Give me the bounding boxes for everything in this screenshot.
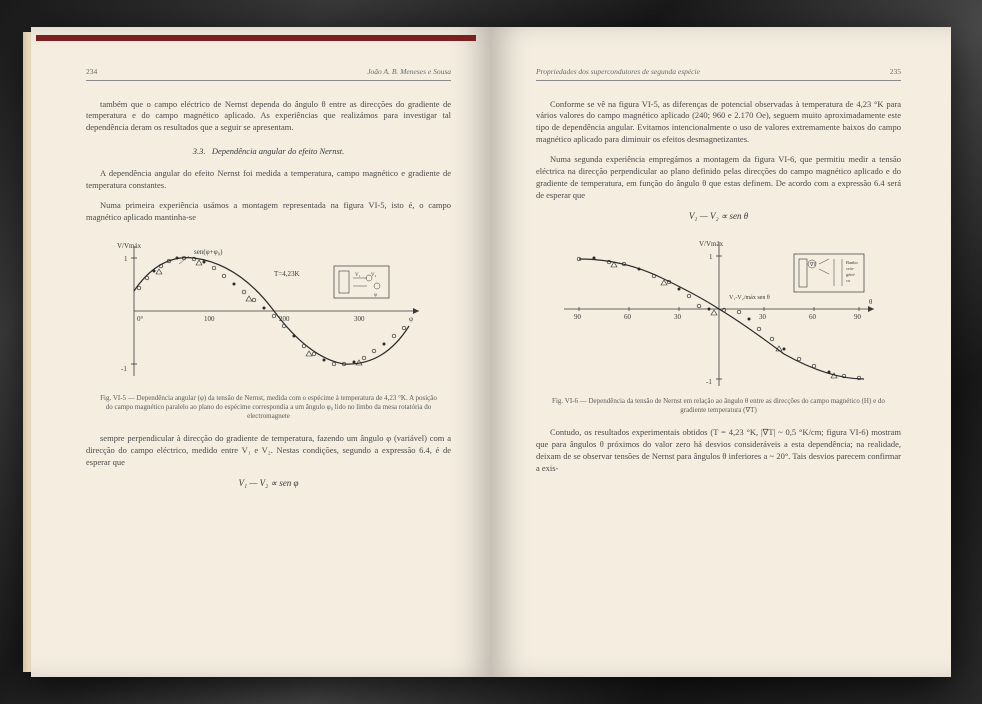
x-axis-label: φ bbox=[409, 315, 413, 323]
ytick2-1: 1 bbox=[709, 253, 713, 261]
xtick-p90: 90 bbox=[854, 313, 862, 321]
chart-vi-6-svg: V/Vmáx 1 -1 90 60 30 30 60 90 θ bbox=[554, 234, 884, 394]
figure-vi-5: V/Vmáx 1 -1 0° 100 200 300 φ sen(φ+φ₀) bbox=[86, 236, 451, 421]
xtick-n90: 90 bbox=[574, 313, 582, 321]
curve-label: sen(φ+φ₀) bbox=[194, 248, 223, 256]
x2-axis-label: θ bbox=[869, 298, 873, 306]
ytick-neg1: -1 bbox=[121, 365, 127, 373]
svg-text:∇T: ∇T bbox=[809, 262, 816, 268]
inset-diagram: V₁ V₂ φ bbox=[334, 266, 389, 298]
svg-text:V₁: V₁ bbox=[355, 273, 361, 278]
xtick-300: 300 bbox=[354, 315, 365, 323]
chart-y-label: V/Vmáx bbox=[117, 242, 142, 250]
xtick-p30: 30 bbox=[759, 313, 767, 321]
chart2-y-label: V/Vmáx bbox=[699, 240, 724, 248]
sine-curve-2 bbox=[579, 259, 864, 379]
spine-red-trim bbox=[36, 35, 476, 41]
left-page-header: 234 João A. B. Meneses e Sousa bbox=[86, 67, 451, 81]
figure-vi-6: V/Vmáx 1 -1 90 60 30 30 60 90 θ bbox=[536, 234, 901, 415]
left-para-4: sempre perpendicular à direcção do gradi… bbox=[86, 433, 451, 469]
xtick-0: 0° bbox=[137, 315, 144, 323]
right-para-2: Numa segunda experiência empregámos a mo… bbox=[536, 154, 901, 202]
svg-text:géni-: géni- bbox=[846, 272, 856, 277]
xtick-100: 100 bbox=[204, 315, 215, 323]
xtick-n30: 30 bbox=[674, 313, 682, 321]
section-title-text: Dependência angular do efeito Nernst. bbox=[212, 146, 344, 156]
svg-text:Banho: Banho bbox=[846, 260, 858, 265]
right-para-1: Conforme se vê na figura VI-5, as difere… bbox=[536, 99, 901, 147]
temp-label: T=4,23K bbox=[274, 270, 300, 278]
ytick2-neg1: -1 bbox=[706, 378, 712, 386]
xtick-n60: 60 bbox=[624, 313, 632, 321]
left-para-1: também que o campo eléctrico de Nernst d… bbox=[86, 99, 451, 135]
left-formula: V₁ — V₂ ∝ sen φ bbox=[86, 477, 451, 490]
svg-text:co: co bbox=[846, 278, 851, 283]
section-number: 3.3. bbox=[193, 146, 206, 156]
svg-text:crio-: crio- bbox=[846, 266, 855, 271]
left-para-2: A dependência angular do efeito Nernst f… bbox=[86, 168, 451, 192]
inset-diagram-2: ∇T Banho crio- géni- co bbox=[794, 254, 864, 292]
curve2-label: V₁-V₂/máx sen θ bbox=[729, 295, 770, 301]
left-page: 234 João A. B. Meneses e Sousa também qu… bbox=[31, 27, 491, 677]
right-page: Propriedades dos supercondutores de segu… bbox=[491, 27, 951, 677]
right-formula-1: V₁ — V₂ ∝ sen θ bbox=[536, 210, 901, 223]
fig-vi-5-caption: Fig. VI-5 — Dependência angular (φ) da t… bbox=[86, 394, 451, 421]
right-page-number: 235 bbox=[890, 67, 901, 78]
desk-surface: 234 João A. B. Meneses e Sousa também qu… bbox=[0, 0, 982, 704]
left-header-author: João A. B. Meneses e Sousa bbox=[367, 67, 451, 78]
svg-text:φ: φ bbox=[374, 293, 377, 298]
right-para-3: Contudo, os resultados experimentais obt… bbox=[536, 427, 901, 475]
right-header-title: Propriedades dos supercondutores de segu… bbox=[536, 67, 700, 78]
right-page-header: Propriedades dos supercondutores de segu… bbox=[536, 67, 901, 81]
section-title: 3.3. Dependência angular do efeito Nerns… bbox=[86, 146, 451, 158]
xtick-p60: 60 bbox=[809, 313, 817, 321]
chart-vi-5-svg: V/Vmáx 1 -1 0° 100 200 300 φ sen(φ+φ₀) bbox=[109, 236, 429, 391]
ytick-1: 1 bbox=[124, 255, 128, 263]
open-book: 234 João A. B. Meneses e Sousa também qu… bbox=[31, 27, 951, 677]
fig-vi-6-caption: Fig. VI-6 — Dependência da tensão de Ner… bbox=[536, 397, 901, 415]
left-para-3: Numa primeira experiência usámos a monta… bbox=[86, 200, 451, 224]
left-page-number: 234 bbox=[86, 67, 97, 78]
